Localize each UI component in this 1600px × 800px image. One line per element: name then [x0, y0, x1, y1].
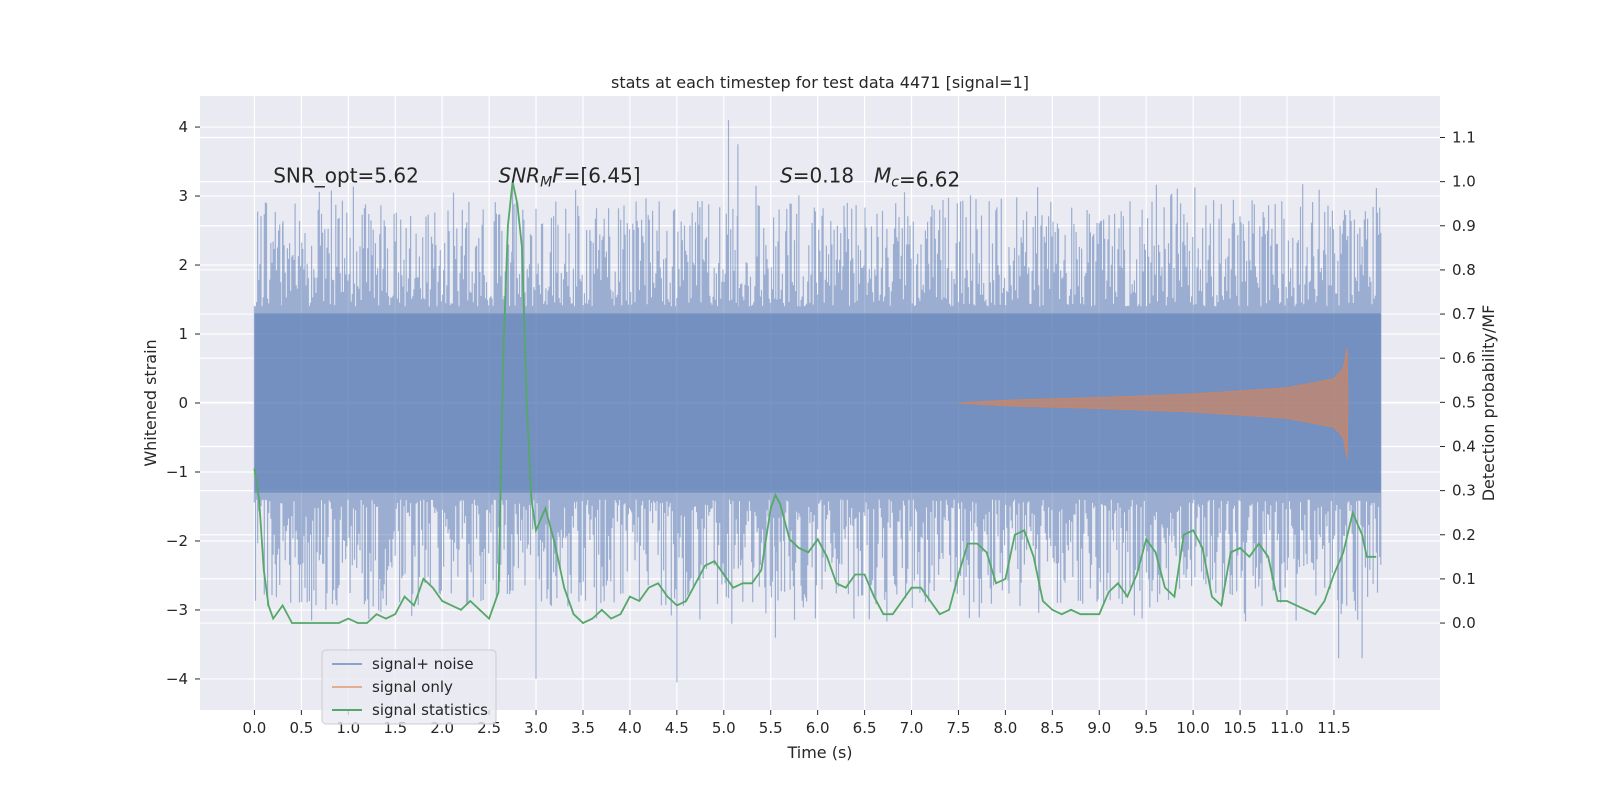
y-right-tick-label: 0.9 [1452, 217, 1476, 235]
x-tick-label: 9.5 [1134, 719, 1158, 737]
annotation-snr-opt: SNR_opt=5.62 [273, 163, 419, 187]
x-tick-label: 11.0 [1270, 719, 1303, 737]
y-tick-label: 2 [178, 256, 188, 274]
y-tick-label: 1 [178, 325, 188, 343]
x-tick-label: 7.5 [947, 719, 971, 737]
legend-label: signal statistics [372, 701, 488, 719]
series-signal-only [958, 347, 1349, 459]
y-tick-label: −1 [166, 463, 188, 481]
x-tick-label: 8.0 [993, 719, 1017, 737]
legend-label: signal+ noise [372, 655, 474, 673]
y-axis-label: Whitened strain [141, 339, 160, 466]
series-layer [253, 120, 1382, 683]
x-tick-label: 5.5 [759, 719, 783, 737]
x-tick-label: 4.5 [665, 719, 689, 737]
chart-title: stats at each timestep for test data 447… [611, 73, 1029, 92]
x-axis-label: Time (s) [786, 743, 852, 762]
x-tick-label: 8.5 [1040, 719, 1064, 737]
y-tick-label: 3 [178, 187, 188, 205]
series-signal-noise [253, 120, 1382, 683]
y-right-tick-label: 0.4 [1452, 437, 1476, 455]
y-right-tick-label: 1.1 [1452, 128, 1476, 146]
x-tick-label: 4.0 [618, 719, 642, 737]
x-tick-label: 6.5 [853, 719, 877, 737]
annotation-snr-mf: SNRMF=[6.45] [499, 163, 641, 190]
series-signal-statistics [253, 181, 1377, 625]
y-axis-right-label: Detection probability/MF [1479, 305, 1498, 502]
y-right-tick-label: 0.3 [1452, 482, 1476, 500]
y-right-tick-label: 0.7 [1452, 305, 1476, 323]
y-right-tick-label: 0.2 [1452, 526, 1476, 544]
y-tick-label: −2 [166, 532, 188, 550]
x-tick-label: 6.0 [806, 719, 830, 737]
y-right-tick-label: 0.5 [1452, 393, 1476, 411]
x-tick-label: 9.0 [1087, 719, 1111, 737]
x-tick-label: 3.5 [571, 719, 595, 737]
annotations: SNR_opt=5.62 SNRMF=[6.45] S=0.18 Mc=6.62 [273, 163, 960, 191]
y-tick-label: −4 [166, 670, 188, 688]
x-tick-label: 3.0 [524, 719, 548, 737]
x-tick-label: 0.0 [243, 719, 267, 737]
y-right-tick-label: 0.1 [1452, 570, 1476, 588]
y-tick-label: −3 [166, 601, 188, 619]
y-right-tick-label: 0.6 [1452, 349, 1476, 367]
x-tick-label: 7.0 [900, 719, 924, 737]
legend-label: signal only [372, 678, 453, 696]
x-tick-label: 10.5 [1223, 719, 1256, 737]
y-tick-label: 0 [178, 394, 188, 412]
annotation-s: S=0.18 [780, 163, 854, 187]
x-tick-label: 10.0 [1176, 719, 1209, 737]
y-right-tick-label: 1.0 [1452, 173, 1476, 191]
x-tick-label: 11.5 [1317, 719, 1350, 737]
x-tick-label: 0.5 [289, 719, 313, 737]
legend: signal+ noise signal only signal statistic… [321, 649, 497, 725]
y-right-tick-label: 0.8 [1452, 261, 1476, 279]
y-tick-label: 4 [178, 118, 188, 136]
axes: 0.0 0.5 1.0 1.5 2.0 2.5 3.0 3.5 4.0 4.5 5.0 5.5 6.0 6… [166, 118, 1476, 737]
legend-box [321, 649, 497, 725]
x-tick-label: 5.0 [712, 719, 736, 737]
annotation-mc: Mc=6.62 [874, 163, 960, 191]
y-right-tick-label: 0.0 [1452, 614, 1476, 632]
